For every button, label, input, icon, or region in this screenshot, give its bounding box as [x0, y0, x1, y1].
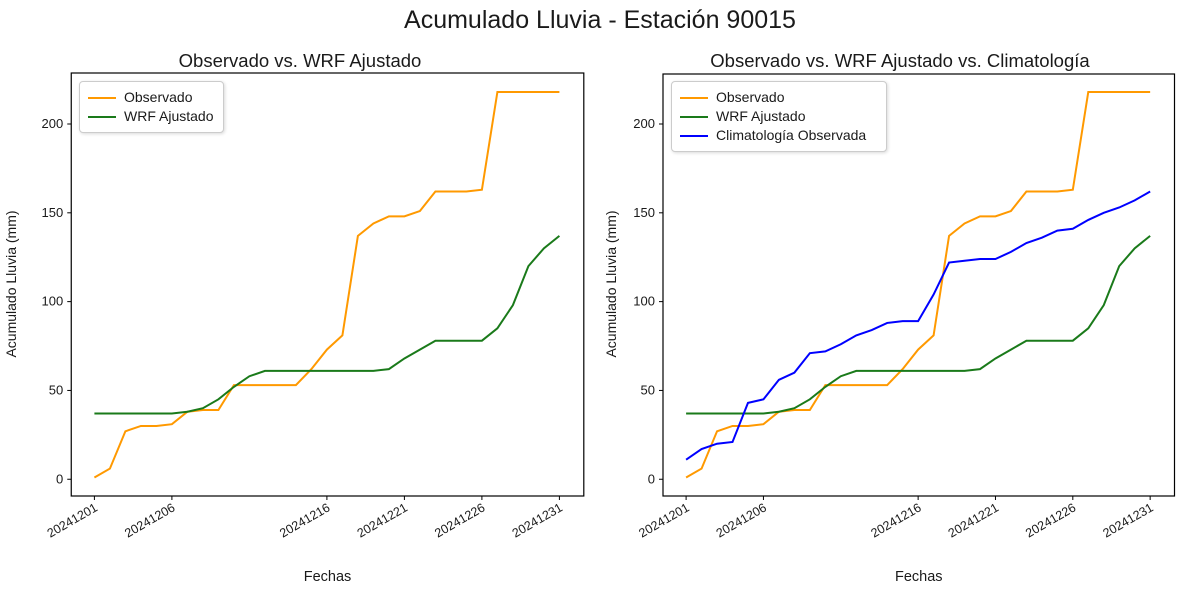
svg-text:100: 100 [633, 294, 655, 309]
svg-text:100: 100 [42, 294, 64, 309]
svg-text:50: 50 [49, 382, 63, 397]
svg-text:20241221: 20241221 [355, 500, 410, 540]
svg-text:20241226: 20241226 [1023, 500, 1078, 540]
svg-text:20241221: 20241221 [946, 500, 1001, 540]
svg-text:0: 0 [56, 471, 63, 486]
svg-text:20241231: 20241231 [1100, 500, 1155, 540]
svg-text:20241201: 20241201 [636, 500, 691, 540]
svg-text:20241216: 20241216 [277, 500, 332, 540]
svg-text:200: 200 [42, 116, 64, 131]
svg-text:20241226: 20241226 [432, 500, 487, 540]
svg-text:20241206: 20241206 [122, 500, 177, 540]
svg-text:20241201: 20241201 [45, 500, 100, 540]
svg-text:20241206: 20241206 [714, 500, 769, 540]
svg-text:0: 0 [648, 471, 655, 486]
svg-text:150: 150 [42, 205, 64, 220]
svg-text:20241216: 20241216 [868, 500, 923, 540]
svg-text:20241231: 20241231 [510, 500, 565, 540]
svg-text:150: 150 [633, 205, 655, 220]
svg-text:200: 200 [633, 116, 655, 131]
svg-text:50: 50 [641, 382, 655, 397]
